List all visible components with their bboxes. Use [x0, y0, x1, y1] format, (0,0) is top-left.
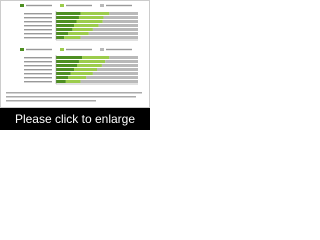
bar-segment [80, 80, 138, 83]
bar-segment [56, 12, 81, 15]
bar-segment [56, 28, 73, 31]
caption-line [6, 96, 136, 98]
bar-segment [77, 64, 102, 67]
bar-segment [56, 56, 83, 59]
bar-segment [76, 20, 103, 23]
bar-segment [86, 76, 138, 79]
row-label [24, 61, 52, 63]
bar-segment [56, 16, 79, 19]
legend-swatch [20, 48, 24, 51]
row-label [24, 25, 52, 27]
legend-text [66, 48, 92, 51]
legend-swatch [100, 48, 104, 51]
row-label [24, 37, 52, 39]
legend-swatch [60, 48, 64, 51]
bar-segment [78, 60, 106, 63]
bar-segment [56, 72, 71, 75]
bar-segment [109, 56, 138, 59]
row-label [24, 21, 52, 23]
caption [6, 92, 142, 102]
bar-segment [56, 24, 75, 27]
bar-segment [56, 68, 75, 71]
row-label [24, 77, 52, 79]
bar-segment [105, 60, 138, 63]
bar-segment [88, 32, 138, 35]
legend-text [106, 48, 132, 51]
row-label [24, 33, 52, 35]
bar-segment [74, 24, 99, 27]
bar-segment [68, 32, 89, 35]
enlarge-label[interactable]: Please click to enlarge [15, 112, 135, 126]
bar-segment [56, 32, 69, 35]
bar-segment [92, 72, 138, 75]
legend-text [26, 48, 52, 51]
bar-segment [70, 72, 93, 75]
bar-segment [72, 28, 93, 31]
bar-segment [97, 68, 138, 71]
legend-swatch [20, 4, 24, 7]
bar-segment [56, 76, 69, 79]
legend-swatch [60, 4, 64, 7]
bar-segment [74, 68, 97, 71]
row-label [24, 29, 52, 31]
bar-segment [65, 80, 81, 83]
bar-segment [56, 20, 77, 23]
charts [20, 4, 138, 85]
bar-segment [68, 76, 87, 79]
caption-line [6, 92, 142, 94]
bar-segment [109, 12, 138, 15]
caption-line [6, 100, 96, 102]
legend-text [66, 4, 92, 7]
bar-segment [98, 24, 138, 27]
row-label [24, 73, 52, 75]
row-label [24, 65, 52, 67]
bar-segment [56, 36, 65, 39]
bar-segment [103, 16, 138, 19]
legend-text [26, 4, 52, 7]
thumbnail[interactable]: Please click to enlarge [0, 0, 150, 130]
bar-segment [64, 36, 81, 39]
row-label [24, 13, 52, 15]
bar-segment [56, 60, 79, 63]
legend-swatch [100, 4, 104, 7]
bar-segment [56, 64, 78, 67]
enlarge-button[interactable] [0, 108, 150, 130]
row-label [24, 57, 52, 59]
row-label [24, 69, 52, 71]
bar-segment [78, 16, 104, 19]
bar-segment [101, 64, 138, 67]
bar-segment [92, 28, 138, 31]
bar-segment [80, 12, 110, 15]
row-label [24, 17, 52, 19]
row-label [24, 81, 52, 83]
bar-segment [82, 56, 110, 59]
bar-segment [56, 80, 66, 83]
legend-text [106, 4, 132, 7]
bar-segment [80, 36, 138, 39]
bar-segment [102, 20, 138, 23]
